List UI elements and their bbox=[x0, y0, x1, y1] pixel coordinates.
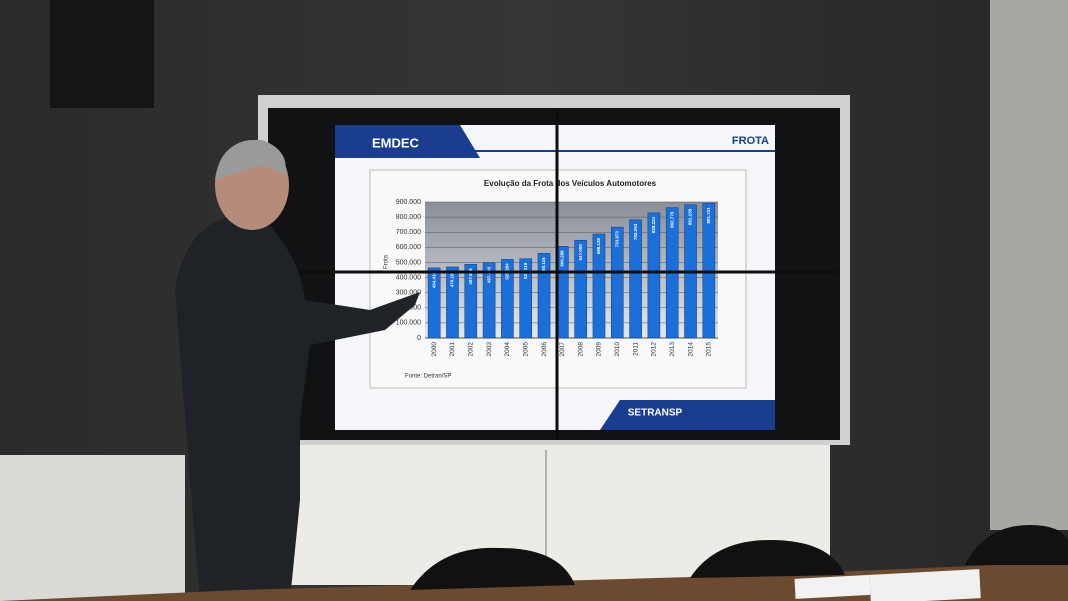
chair bbox=[410, 547, 575, 590]
value-label: 688.136 bbox=[596, 238, 601, 255]
value-label: 464.416 bbox=[431, 271, 436, 288]
y-tick-label: 100.000 bbox=[396, 320, 421, 327]
y-tick-label: 700.000 bbox=[396, 229, 421, 236]
y-tick-label: 900.000 bbox=[396, 199, 421, 206]
x-tick-label: 2015 bbox=[706, 342, 713, 357]
x-tick-label: 2006 bbox=[541, 342, 548, 357]
value-label: 606.288 bbox=[560, 250, 565, 267]
source: Fonte: Detran/SP bbox=[405, 374, 451, 380]
y-tick-label: 0 bbox=[417, 335, 421, 342]
bar bbox=[427, 267, 441, 339]
x-tick-label: 2000 bbox=[431, 342, 438, 357]
bar bbox=[501, 259, 514, 339]
x-tick-label: 2002 bbox=[468, 342, 475, 357]
y-tick-label: 400.000 bbox=[396, 274, 421, 281]
y-tick-label: 500.000 bbox=[396, 259, 421, 266]
bar bbox=[537, 253, 551, 339]
presenter bbox=[175, 215, 420, 600]
value-label: 560.116 bbox=[541, 257, 546, 274]
value-label: 782.263 bbox=[633, 223, 638, 240]
x-tick-label: 2001 bbox=[449, 342, 456, 357]
value-label: 862.776 bbox=[669, 211, 674, 228]
bar bbox=[647, 212, 661, 339]
bar bbox=[464, 264, 478, 339]
y-tick-label: 600.000 bbox=[396, 244, 421, 251]
bar bbox=[446, 266, 459, 339]
x-tick-label: 2010 bbox=[614, 342, 621, 357]
footer-band bbox=[600, 400, 775, 430]
bar bbox=[610, 226, 624, 339]
y-tick-label: 300.000 bbox=[396, 290, 421, 297]
bar bbox=[629, 219, 642, 339]
x-tick-label: 2004 bbox=[504, 342, 511, 357]
section-title: FROTA bbox=[732, 135, 769, 147]
value-label: 497.493 bbox=[486, 266, 491, 283]
x-tick-label: 2014 bbox=[687, 342, 694, 357]
chair bbox=[965, 525, 1068, 565]
x-tick-label: 2007 bbox=[559, 342, 566, 357]
value-label: 470.102 bbox=[450, 270, 455, 287]
value-label: 647.060 bbox=[578, 244, 583, 261]
presenter-hair bbox=[215, 139, 286, 180]
x-tick-label: 2011 bbox=[632, 342, 639, 356]
x-tick-label: 2013 bbox=[669, 342, 676, 357]
y-axis-label: Frota bbox=[384, 254, 390, 269]
pillar bbox=[990, 0, 1068, 530]
value-label: 828.224 bbox=[651, 216, 656, 233]
value-label: 881.238 bbox=[688, 208, 693, 225]
header-band bbox=[335, 125, 480, 158]
bar bbox=[574, 239, 587, 339]
speaker bbox=[50, 0, 154, 108]
x-tick-label: 2009 bbox=[596, 342, 603, 357]
value-label: 733.973 bbox=[614, 231, 619, 248]
bar bbox=[519, 258, 533, 339]
value-label: 487.668 bbox=[468, 268, 473, 285]
air-conditioner bbox=[0, 455, 185, 601]
logo: EMDEC bbox=[372, 135, 420, 150]
x-tick-label: 2012 bbox=[651, 342, 658, 357]
footer-logo: SETRANSP bbox=[628, 408, 683, 419]
chair bbox=[690, 540, 845, 578]
x-tick-label: 2003 bbox=[486, 342, 493, 357]
bar bbox=[592, 233, 606, 339]
bar bbox=[482, 262, 496, 339]
y-tick-label: 800.000 bbox=[396, 214, 421, 221]
x-tick-label: 2005 bbox=[522, 342, 529, 357]
paper bbox=[869, 569, 981, 601]
paper bbox=[794, 574, 871, 599]
value-label: 891.721 bbox=[706, 207, 711, 224]
chart-title: Evolução da Frota dos Veículos Automotor… bbox=[484, 179, 657, 188]
x-tick-label: 2008 bbox=[577, 342, 584, 357]
